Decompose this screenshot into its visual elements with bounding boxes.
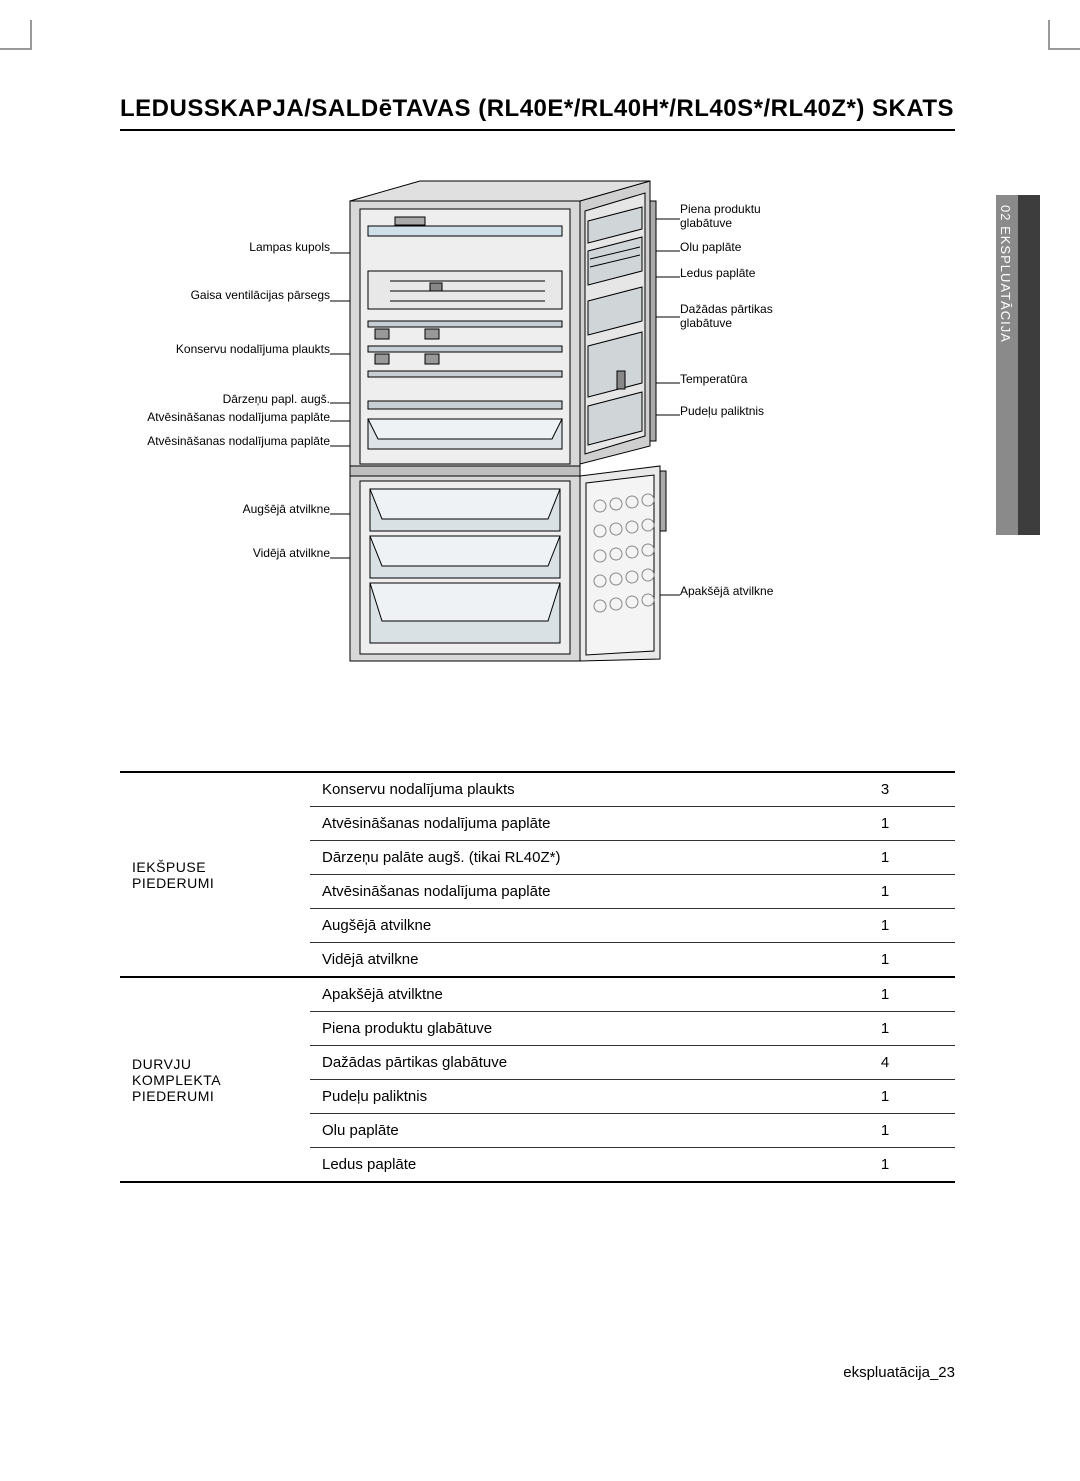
part-qty: 1 <box>815 909 955 943</box>
part-qty: 1 <box>815 1148 955 1183</box>
part-qty: 4 <box>815 1046 955 1080</box>
table-row: DURVJUKOMPLEKTAPIEDERUMIApakšējā atvilkt… <box>120 977 955 1012</box>
section-tab-label: 02 EKSPLUATĀCIJA <box>998 205 1013 343</box>
part-qty: 1 <box>815 807 955 841</box>
part-qty: 1 <box>815 1114 955 1148</box>
part-qty: 1 <box>815 977 955 1012</box>
part-qty: 1 <box>815 875 955 909</box>
part-qty: 1 <box>815 1080 955 1114</box>
part-label: Atvēsināšanas nodalījuma paplāte <box>310 807 815 841</box>
part-label: Piena produktu glabātuve <box>310 1012 815 1046</box>
part-label: Pudeļu paliktnis <box>310 1080 815 1114</box>
part-qty: 3 <box>815 772 955 807</box>
part-label: Augšējā atvilkne <box>310 909 815 943</box>
part-label: Dažādas pārtikas glabātuve <box>310 1046 815 1080</box>
fridge-illustration <box>330 171 670 671</box>
table-row: IEKŠPUSEPIEDERUMIKonservu nodalījuma pla… <box>120 772 955 807</box>
page-footer: ekspluatācija_23 <box>843 1364 955 1381</box>
part-label: Apakšējā atvilktne <box>310 977 815 1012</box>
part-qty: 1 <box>815 1012 955 1046</box>
parts-table: IEKŠPUSEPIEDERUMIKonservu nodalījuma pla… <box>120 771 955 1183</box>
part-label: Atvēsināšanas nodalījuma paplāte <box>310 875 815 909</box>
part-label: Dārzeņu palāte augš. (tikai RL40Z*) <box>310 841 815 875</box>
part-label: Konservu nodalījuma plaukts <box>310 772 815 807</box>
fridge-diagram: Lampas kupolsGaisa ventilācijas pārsegsK… <box>120 171 955 701</box>
part-label: Vidējā atvilkne <box>310 943 815 978</box>
part-qty: 1 <box>815 943 955 978</box>
category-cell: IEKŠPUSEPIEDERUMI <box>120 772 310 977</box>
section-tab: 02 EKSPLUATĀCIJA <box>996 195 1040 535</box>
page-title: LEDUSSKAPJA/SALDēTAVAS (RL40E*/RL40H*/RL… <box>120 95 955 131</box>
part-label: Ledus paplāte <box>310 1148 815 1183</box>
part-qty: 1 <box>815 841 955 875</box>
category-cell: DURVJUKOMPLEKTAPIEDERUMI <box>120 977 310 1182</box>
part-label: Olu paplāte <box>310 1114 815 1148</box>
